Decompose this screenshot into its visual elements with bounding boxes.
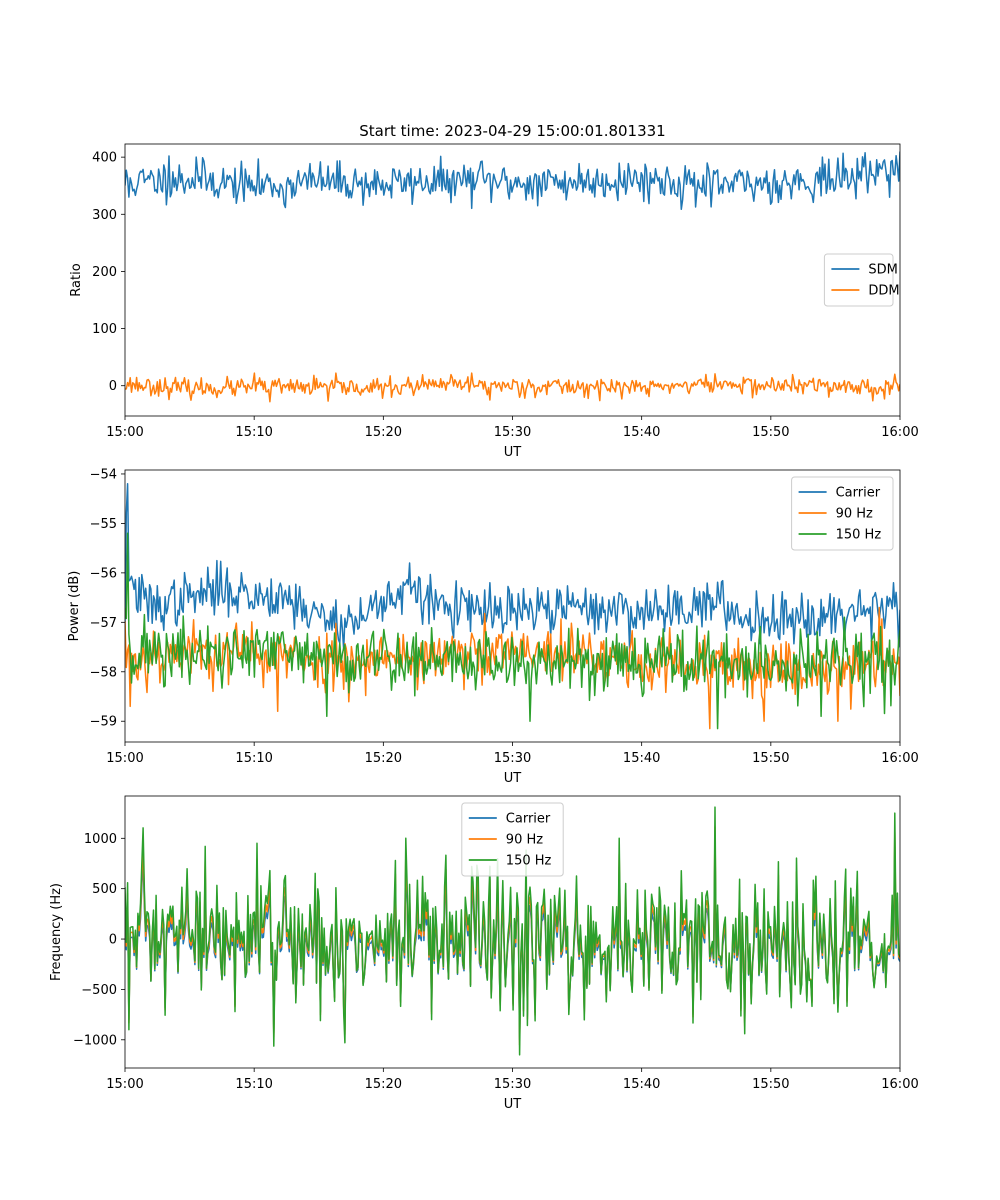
legend-label: 150 Hz [836,528,882,543]
legend-label: DDM [868,284,899,299]
x-tick-label: 15:10 [235,1077,272,1092]
series-group [125,151,900,403]
legend-label: Carrier [836,486,881,501]
x-tick-label: 15:00 [106,751,143,766]
y-tick-label: 0 [109,933,117,948]
series-group [125,483,900,730]
legend-box [823,253,894,307]
x-tick-label: 16:00 [881,425,918,440]
y-axis-label: Ratio [69,263,84,296]
y-tick-label: −58 [90,665,117,680]
x-tick-label: 15:50 [752,1077,789,1092]
legend: SDM DDM [823,253,900,307]
x-tick-label: 15:20 [365,425,402,440]
x-tick-label: 15:10 [235,425,272,440]
y-tick-label: 1000 [84,832,117,847]
y-tick-label: −54 [90,467,117,482]
series-group [125,806,900,1056]
x-tick-label: 15:40 [623,751,660,766]
panel-1: 15:00 15:10 15:20 15:30 15:40 15:50 16:00 UT 0 10… [69,143,919,460]
x-tick-label: 15:50 [752,751,789,766]
series-line-carrier [125,483,900,651]
y-tick-label: −500 [81,983,117,998]
legend: Carrier 90 Hz 150 Hz [791,476,894,551]
legend-label: 90 Hz [836,507,873,522]
x-tick-label: 15:30 [494,1077,531,1092]
y-tick-label: 300 [92,208,117,223]
x-tick-label: 15:20 [365,751,402,766]
x-tick-label: 15:30 [494,751,531,766]
x-tick-label: 15:40 [623,425,660,440]
y-tick-label: −55 [90,517,117,532]
legend-label: 90 Hz [506,833,543,848]
legend-box [461,802,564,877]
figure-title: Start time: 2023-04-29 15:00:01.801331 [359,122,665,140]
x-axis-label: UT [504,1097,522,1112]
x-tick-label: 15:20 [365,1077,402,1092]
series-line-150-hz [125,806,900,1056]
legend-label: SDM [868,263,897,278]
x-axis-label: UT [504,771,522,786]
y-tick-label: 200 [92,265,117,280]
y-tick-label: 0 [109,379,117,394]
panel-3: 15:00 15:10 15:20 15:30 15:40 15:50 16:00 UT −10… [49,795,919,1112]
x-tick-label: 15:00 [106,425,143,440]
y-axis-label: Frequency (Hz) [49,883,64,981]
series-line-150-hz [125,532,900,730]
series-line-ddm [125,372,900,403]
legend-label: 150 Hz [506,854,552,869]
x-axis-label: UT [504,445,522,460]
x-tick-label: 15:50 [752,425,789,440]
x-tick-label: 15:10 [235,751,272,766]
panel-2: 15:00 15:10 15:20 15:30 15:40 15:50 16:00 UT −59… [67,467,919,786]
x-tick-label: 15:30 [494,425,531,440]
legend: Carrier 90 Hz 150 Hz [461,802,564,877]
x-tick-label: 15:00 [106,1077,143,1092]
y-tick-label: −1000 [73,1033,117,1048]
y-tick-label: −59 [90,715,117,730]
x-tick-label: 16:00 [881,751,918,766]
x-tick-label: 15:40 [623,1077,660,1092]
y-tick-label: −56 [90,566,117,581]
series-line-sdm [125,151,900,211]
legend-box [791,476,894,551]
y-tick-label: 400 [92,151,117,166]
y-axis-label: Power (dB) [67,571,82,642]
plot-frame [124,143,901,417]
x-tick-label: 16:00 [881,1077,918,1092]
y-tick-label: 100 [92,322,117,337]
legend-label: Carrier [506,812,551,827]
y-tick-label: 500 [92,882,117,897]
y-tick-label: −57 [90,616,117,631]
